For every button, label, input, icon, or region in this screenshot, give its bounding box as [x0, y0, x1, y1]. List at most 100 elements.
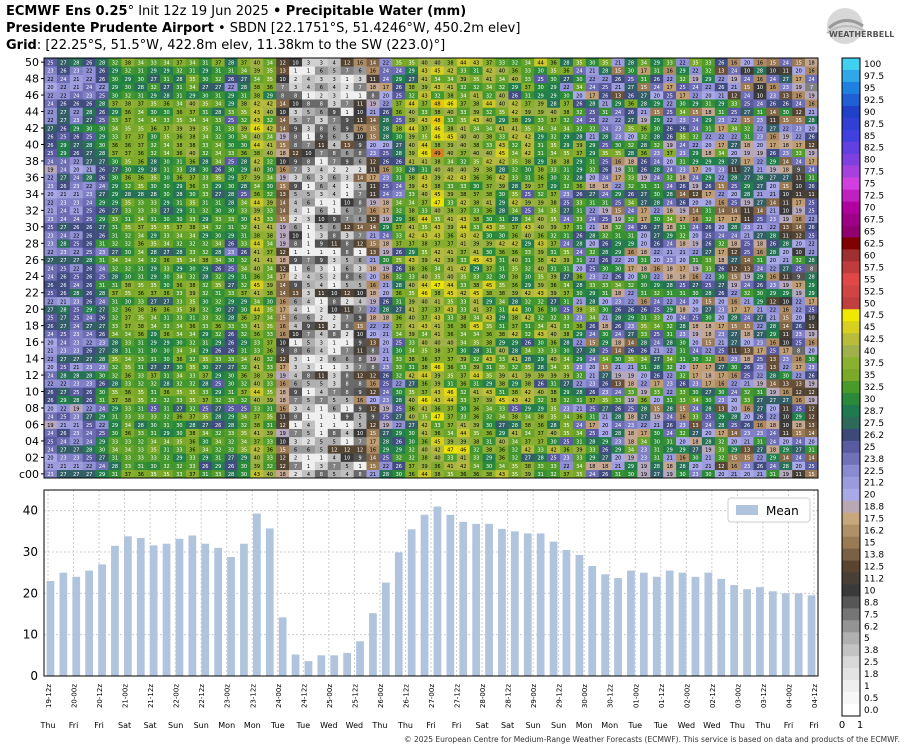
heatmap-cell [456, 214, 470, 224]
heatmap-cell [456, 329, 470, 339]
heatmap-cell [418, 346, 432, 355]
heatmap-cell-value: 31 [654, 456, 660, 462]
heatmap-cell [676, 329, 690, 339]
heatmap-cell-value: 33 [267, 332, 273, 338]
heatmap-cell [340, 412, 354, 421]
heatmap-cell [237, 453, 251, 462]
heatmap-cell-value: 32 [473, 357, 479, 363]
heatmap-cell [443, 255, 458, 265]
heatmap-cell-value: 27 [383, 431, 389, 437]
heatmap-cell-value: 21 [770, 209, 776, 215]
heatmap-cell-value: 20 [370, 398, 376, 404]
heatmap-cell [108, 453, 122, 462]
heatmap-cell [560, 321, 574, 331]
heatmap-cell-value: 20 [744, 472, 750, 478]
heatmap-cell [560, 346, 574, 355]
heatmap-cell-value: 30 [99, 143, 105, 149]
heatmap-cell [302, 280, 316, 289]
heatmap-cell [805, 428, 819, 438]
heatmap-cell-value: 35 [421, 135, 427, 141]
heatmap-cell [482, 354, 496, 364]
heatmap-cell-value: 23 [602, 390, 608, 396]
heatmap-cell-value: 26 [615, 406, 621, 412]
heatmap-cell-value: 25 [86, 250, 92, 256]
heatmap-cell-value: 32 [189, 275, 195, 281]
heatmap-cell-value: 27 [99, 159, 105, 165]
heatmap-cell [147, 206, 161, 215]
heatmap-cell-value: 29 [705, 176, 711, 182]
heatmap-cell [69, 354, 83, 364]
heatmap-cell-value: 24 [795, 159, 801, 165]
heatmap-cell-value: 40 [267, 151, 273, 157]
heatmap-cell [753, 247, 767, 256]
heatmap-cell-value: 15 [705, 340, 711, 346]
heatmap-cell [237, 206, 251, 215]
heatmap-cell-value: 34 [589, 316, 595, 322]
heatmap-cell [766, 362, 780, 372]
heatmap-cell-value: 37 [537, 439, 543, 445]
heatmap-cell-value: 33 [228, 398, 234, 404]
heatmap-cell-value: 1 [320, 456, 323, 462]
heatmap-cell-value: 29 [60, 398, 66, 404]
heatmap-cell-value: 1 [294, 266, 297, 272]
heatmap-cell-value: 34 [576, 431, 582, 437]
heatmap-cell-value: 11 [731, 349, 737, 355]
heatmap-cell [753, 329, 767, 339]
heatmap-cell-value: 20 [692, 464, 698, 470]
heatmap-cell-value: 41 [254, 258, 260, 264]
heatmap-cell-value: 21 [666, 456, 672, 462]
heatmap-cell [598, 338, 612, 347]
heatmap-cell-value: 14 [370, 225, 376, 231]
heatmap-cell-value: 29 [112, 200, 118, 206]
heatmap-cell-value: 36 [460, 324, 466, 330]
heatmap-cell [82, 370, 96, 380]
heatmap-cell [650, 370, 664, 380]
heatmap-cell [443, 230, 458, 240]
heatmap-cell-value: 30 [525, 307, 531, 313]
heatmap-cell-value: 16 [757, 423, 763, 429]
heatmap-cell [366, 379, 380, 388]
heatmap-cell [431, 461, 445, 471]
heatmap-cell-value: 15 [705, 299, 711, 305]
heatmap-cell-value: 5 [346, 464, 349, 470]
heatmap-cell-value: 40 [434, 456, 440, 462]
heatmap-cell-value: 33 [125, 340, 131, 346]
heatmap-cell [547, 214, 561, 224]
heatmap-cell [521, 329, 535, 339]
heatmap-cell-value: 29 [473, 266, 479, 272]
heatmap-cell [121, 379, 135, 388]
heatmap-cell-value: 31 [641, 258, 647, 264]
heatmap-cell-value: 30 [486, 464, 492, 470]
heatmap-cell [147, 395, 161, 405]
heatmap-cell-value: 26 [718, 291, 724, 297]
heatmap-cell [302, 296, 316, 306]
heatmap-cell [740, 445, 754, 454]
heatmap-cell-value: 2 [294, 456, 297, 462]
heatmap-cell-value: 41 [486, 200, 492, 206]
heatmap-cell [121, 387, 135, 396]
heatmap-cell [779, 412, 793, 421]
heatmap-cell-value: 40 [486, 151, 492, 157]
heatmap-cell [714, 247, 728, 256]
heatmap-cell [560, 412, 574, 421]
heatmap-cell [237, 436, 251, 446]
heatmap-cell-value: 10 [795, 250, 801, 256]
heatmap-cell-value: 37 [241, 390, 247, 396]
heatmap-cell [443, 329, 458, 339]
heatmap-cell-value: 44 [254, 200, 260, 206]
heatmap-cell [560, 222, 574, 232]
heatmap-cell-value: 25 [589, 406, 595, 412]
heatmap-cell [224, 420, 238, 429]
heatmap-cell-value: 43 [421, 233, 427, 239]
heatmap-cell-value: 24 [47, 275, 53, 281]
heatmap-cell [495, 420, 509, 429]
heatmap-cell [521, 420, 535, 429]
heatmap-cell-value: 43 [434, 398, 440, 404]
heatmap-cell-value: 38 [254, 373, 260, 379]
heatmap-cell [69, 445, 83, 454]
heatmap-cell-value: 25 [602, 159, 608, 165]
heatmap-cell [418, 206, 432, 215]
grid-coords: : [22.25°S, 51.5°W, 422.8m elev, 11.38km… [36, 38, 446, 53]
heatmap-cell [482, 222, 496, 232]
heatmap-cell-value: 33 [228, 431, 234, 437]
